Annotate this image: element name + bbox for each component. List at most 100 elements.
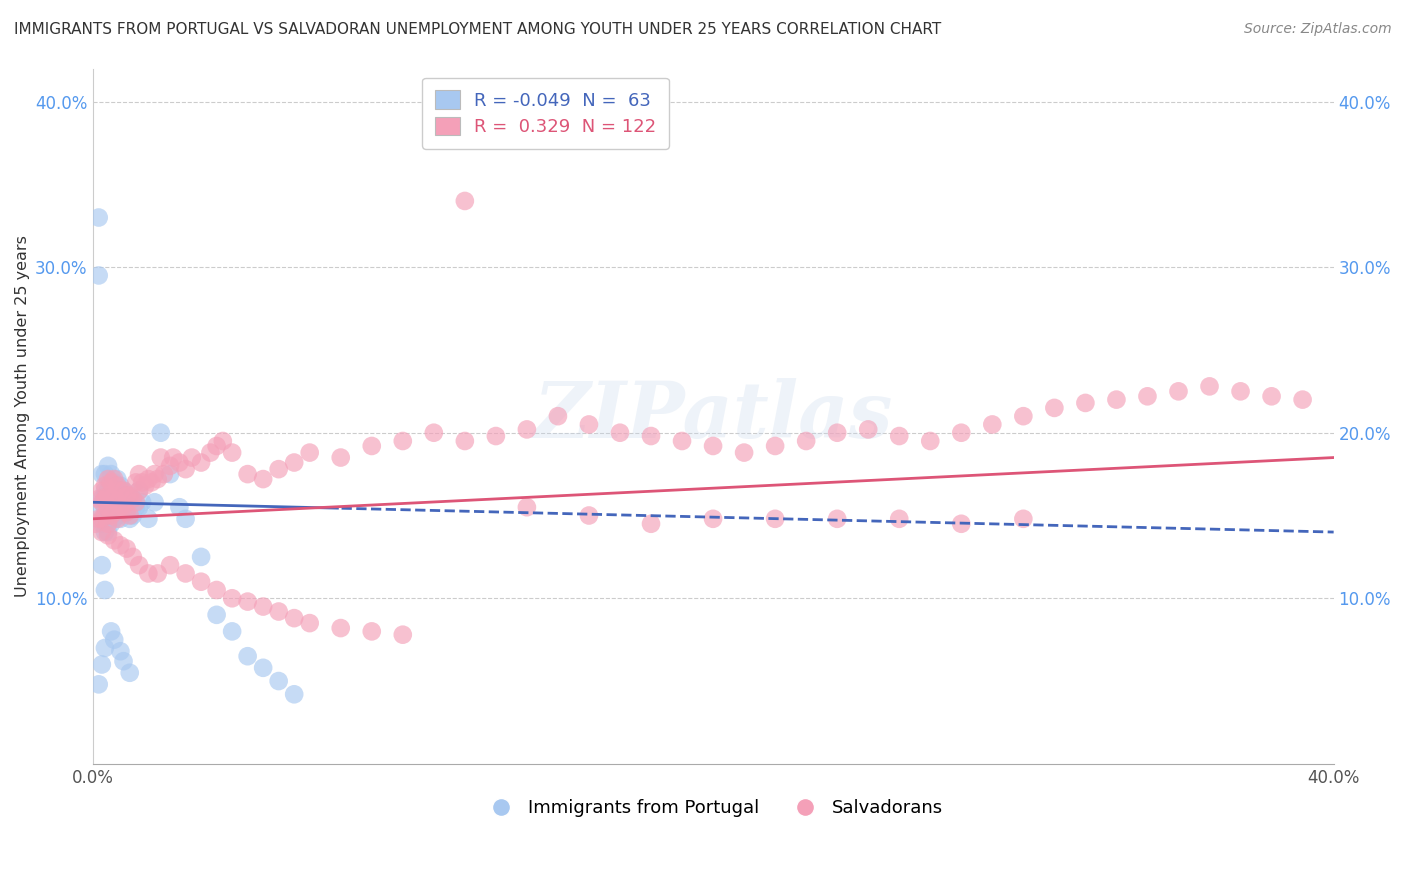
Point <box>112 483 135 498</box>
Point <box>87 491 110 506</box>
Point <box>174 462 197 476</box>
Point <box>889 512 911 526</box>
Point <box>94 524 117 539</box>
Point <box>547 409 569 424</box>
Point <box>360 624 382 639</box>
Point <box>391 434 413 448</box>
Point <box>153 467 176 482</box>
Point <box>236 467 259 482</box>
Point <box>578 417 600 432</box>
Point <box>454 434 477 448</box>
Point <box>87 677 110 691</box>
Point <box>205 582 228 597</box>
Point <box>97 458 120 473</box>
Point <box>146 472 169 486</box>
Point <box>115 489 138 503</box>
Point <box>103 489 125 503</box>
Point <box>125 475 148 490</box>
Point <box>423 425 446 440</box>
Point <box>112 654 135 668</box>
Point <box>90 558 112 573</box>
Point <box>169 456 191 470</box>
Point <box>190 574 212 589</box>
Point <box>121 508 143 523</box>
Point <box>174 566 197 581</box>
Point <box>110 479 132 493</box>
Point <box>105 508 128 523</box>
Point <box>671 434 693 448</box>
Point <box>169 500 191 515</box>
Point <box>1291 392 1313 407</box>
Point <box>112 500 135 515</box>
Point <box>1105 392 1128 407</box>
Point <box>640 516 662 531</box>
Point <box>128 558 150 573</box>
Point <box>180 450 202 465</box>
Point <box>103 495 125 509</box>
Point <box>1229 384 1251 399</box>
Point <box>162 450 184 465</box>
Point <box>221 445 243 459</box>
Point <box>100 500 122 515</box>
Point <box>103 632 125 647</box>
Point <box>128 467 150 482</box>
Point <box>100 516 122 531</box>
Point <box>267 462 290 476</box>
Point <box>100 467 122 482</box>
Point <box>103 512 125 526</box>
Point <box>131 475 153 490</box>
Point <box>118 495 141 509</box>
Point <box>143 467 166 482</box>
Point <box>920 434 942 448</box>
Point <box>794 434 817 448</box>
Point <box>221 591 243 606</box>
Point <box>252 661 274 675</box>
Point <box>84 500 107 515</box>
Point <box>100 624 122 639</box>
Point <box>149 450 172 465</box>
Point <box>283 687 305 701</box>
Point <box>110 538 132 552</box>
Point <box>454 194 477 208</box>
Point <box>100 508 122 523</box>
Point <box>121 549 143 564</box>
Point <box>118 512 141 526</box>
Point <box>97 508 120 523</box>
Point <box>84 516 107 531</box>
Point <box>516 422 538 436</box>
Point <box>200 445 222 459</box>
Point <box>516 500 538 515</box>
Point <box>131 495 153 509</box>
Point <box>87 512 110 526</box>
Point <box>105 491 128 506</box>
Point <box>211 434 233 448</box>
Legend: Immigrants from Portugal, Salvadorans: Immigrants from Portugal, Salvadorans <box>477 792 950 824</box>
Point <box>143 495 166 509</box>
Point <box>159 458 181 473</box>
Point <box>97 489 120 503</box>
Point <box>94 479 117 493</box>
Point <box>174 512 197 526</box>
Point <box>252 472 274 486</box>
Point <box>950 516 973 531</box>
Point <box>125 495 148 509</box>
Point <box>1167 384 1189 399</box>
Point <box>763 439 786 453</box>
Point <box>146 566 169 581</box>
Text: Source: ZipAtlas.com: Source: ZipAtlas.com <box>1244 22 1392 37</box>
Point <box>702 512 724 526</box>
Point <box>329 450 352 465</box>
Point <box>283 611 305 625</box>
Point <box>90 467 112 482</box>
Point <box>115 489 138 503</box>
Point <box>733 445 755 459</box>
Point <box>360 439 382 453</box>
Point <box>100 491 122 506</box>
Point <box>1074 396 1097 410</box>
Point <box>858 422 880 436</box>
Text: IMMIGRANTS FROM PORTUGAL VS SALVADORAN UNEMPLOYMENT AMONG YOUTH UNDER 25 YEARS C: IMMIGRANTS FROM PORTUGAL VS SALVADORAN U… <box>14 22 941 37</box>
Point <box>236 649 259 664</box>
Point <box>702 439 724 453</box>
Point <box>485 429 508 443</box>
Point <box>128 483 150 498</box>
